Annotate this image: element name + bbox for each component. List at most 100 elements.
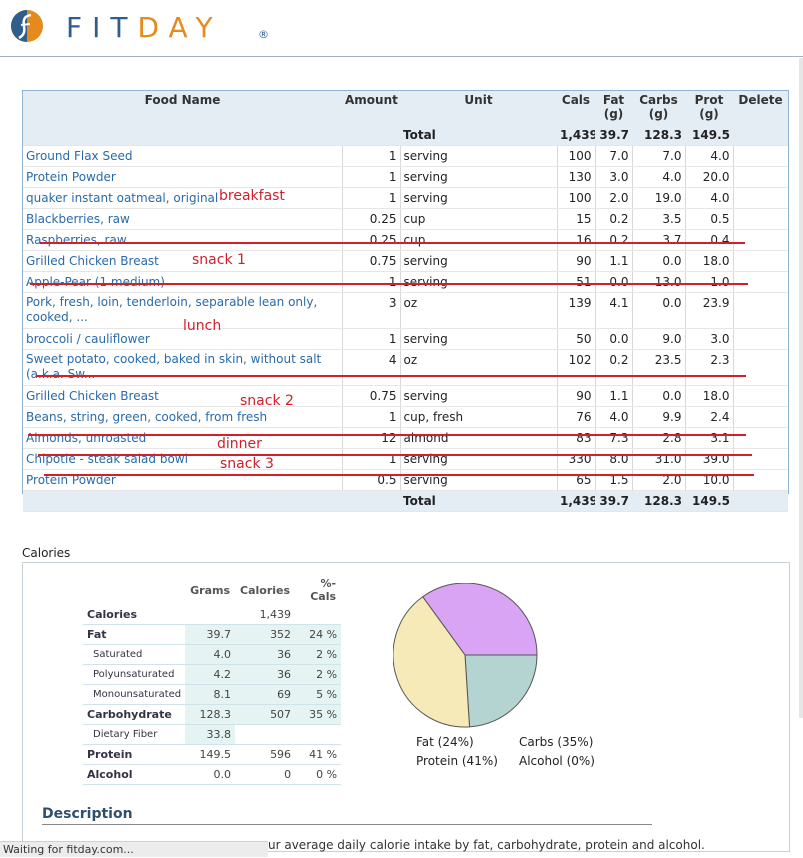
food-cals: 102 — [557, 349, 596, 386]
food-amount[interactable]: 12 — [342, 427, 401, 449]
food-row[interactable]: Beans, string, green, cooked, from fresh… — [23, 406, 788, 428]
food-unit[interactable]: cup — [400, 229, 558, 251]
food-row[interactable]: Grilled Chicken Breast 0.75 serving 90 1.1 0.… — [23, 385, 788, 407]
food-row[interactable]: Ground Flax Seed 1 serving 100 7.0 7.0 4.0 — [23, 145, 788, 167]
food-amount[interactable]: 0.25 — [342, 229, 401, 251]
nutrient-row: Protein 149.5 596 41 % — [83, 744, 342, 765]
delete-cell[interactable] — [733, 271, 788, 293]
nutrient-pct: 2 % — [295, 644, 342, 665]
nutrient-grams: 39.7 — [185, 624, 236, 645]
delete-cell[interactable] — [733, 229, 788, 251]
delete-cell[interactable] — [733, 427, 788, 449]
col-carbs[interactable]: Carbs (g) — [632, 91, 685, 125]
food-row[interactable]: quaker instant oatmeal, original 1 serving… — [23, 187, 788, 209]
food-name-link[interactable]: Protein Powder — [23, 469, 343, 491]
food-name-link[interactable]: Grilled Chicken Breast — [23, 385, 343, 407]
delete-cell[interactable] — [733, 469, 788, 491]
col-cals[interactable]: Cals — [557, 91, 595, 125]
food-carbs: 0.0 — [632, 385, 686, 407]
food-amount[interactable]: 0.75 — [342, 385, 401, 407]
col-cals-label: Cals — [561, 93, 591, 107]
food-name-link[interactable]: Blackberries, raw — [23, 208, 343, 230]
food-row[interactable]: Sweet potato, cooked, baked in skin, wit… — [23, 349, 788, 386]
food-row[interactable]: Pork, fresh, loin, tenderloin, separable… — [23, 292, 788, 329]
food-amount[interactable]: 1 — [342, 406, 401, 428]
food-carbs: 2.8 — [632, 427, 686, 449]
food-unit[interactable]: serving — [400, 145, 558, 167]
delete-cell[interactable] — [733, 328, 788, 350]
food-row[interactable]: Apple-Pear (1 medium) 1 serving 51 0.0 13.0 1.… — [23, 271, 788, 293]
food-amount[interactable]: 3 — [342, 292, 401, 329]
food-name-link[interactable]: Apple-Pear (1 medium) — [23, 271, 343, 293]
col-fat[interactable]: Fat (g) — [595, 91, 632, 125]
food-amount[interactable]: 0.25 — [342, 208, 401, 230]
food-unit[interactable]: serving — [400, 469, 558, 491]
food-row[interactable]: Grilled Chicken Breast 0.75 serving 90 1.1 0.… — [23, 250, 788, 272]
food-unit[interactable]: serving — [400, 271, 558, 293]
food-fat: 0.2 — [595, 208, 633, 230]
food-row[interactable]: Chipotle - steak salad bowl 1 serving 330 8.… — [23, 448, 788, 470]
food-name-link[interactable]: broccoli / cauliflower — [23, 328, 343, 350]
food-unit[interactable]: cup, fresh — [400, 406, 558, 428]
food-unit[interactable]: serving — [400, 328, 558, 350]
food-row[interactable]: Protein Powder 0.5 serving 65 1.5 2.0 10.0 — [23, 469, 788, 491]
col-food-name[interactable]: Food Name — [23, 91, 342, 125]
food-amount[interactable]: 0.75 — [342, 250, 401, 272]
food-prot: 3.0 — [685, 328, 734, 350]
food-amount[interactable]: 0.5 — [342, 469, 401, 491]
delete-cell[interactable] — [733, 349, 788, 386]
food-name-link[interactable]: Beans, string, green, cooked, from fresh — [23, 406, 343, 428]
food-prot: 23.9 — [685, 292, 734, 329]
food-prot: 2.4 — [685, 406, 734, 428]
food-unit[interactable]: cup — [400, 208, 558, 230]
food-name-link[interactable]: Protein Powder — [23, 166, 343, 188]
food-amount[interactable]: 1 — [342, 145, 401, 167]
food-row[interactable]: Raspberries, raw 0.25 cup 16 0.2 3.7 0.4 — [23, 229, 788, 251]
food-unit[interactable]: serving — [400, 187, 558, 209]
food-name-link[interactable]: quaker instant oatmeal, original — [23, 187, 343, 209]
food-name-link[interactable]: Pork, fresh, loin, tenderloin, separable… — [23, 292, 343, 329]
col-carbs-label: Carbs — [639, 93, 678, 107]
delete-cell[interactable] — [733, 145, 788, 167]
divider-line — [30, 283, 748, 285]
delete-cell[interactable] — [733, 208, 788, 230]
food-unit[interactable]: serving — [400, 448, 558, 470]
food-amount[interactable]: 1 — [342, 448, 401, 470]
delete-cell[interactable] — [733, 250, 788, 272]
food-amount[interactable]: 1 — [342, 187, 401, 209]
food-name-link[interactable]: Raspberries, raw — [23, 229, 343, 251]
col-unit[interactable]: Unit — [400, 91, 557, 125]
food-fat: 3.0 — [595, 166, 633, 188]
food-unit[interactable]: almond — [400, 427, 558, 449]
food-amount[interactable]: 1 — [342, 166, 401, 188]
nutrient-pct: 5 % — [295, 684, 342, 705]
food-row[interactable]: broccoli / cauliflower 1 serving 50 0.0 9.0 3.… — [23, 328, 788, 350]
fitday-logo-icon[interactable] — [10, 8, 44, 44]
col-prot[interactable]: Prot (g) — [685, 91, 733, 125]
food-unit[interactable]: serving — [400, 385, 558, 407]
food-row[interactable]: Almonds, unroasted 12 almond 83 7.3 2.8 3.1 — [23, 427, 788, 449]
col-amount[interactable]: Amount — [342, 91, 400, 125]
food-unit[interactable]: oz — [400, 349, 558, 386]
food-row[interactable]: Protein Powder 1 serving 130 3.0 4.0 20.0 — [23, 166, 788, 188]
delete-cell[interactable] — [733, 292, 788, 329]
delete-cell[interactable] — [733, 166, 788, 188]
brand-wordmark[interactable]: FITDAY — [66, 11, 223, 44]
delete-cell[interactable] — [733, 187, 788, 209]
food-amount[interactable]: 4 — [342, 349, 401, 386]
delete-cell[interactable] — [733, 406, 788, 428]
food-unit[interactable]: serving — [400, 166, 558, 188]
food-amount[interactable]: 1 — [342, 328, 401, 350]
food-name-link[interactable]: Ground Flax Seed — [23, 145, 343, 167]
food-name-link[interactable]: Almonds, unroasted — [23, 427, 343, 449]
food-name-link[interactable]: Sweet potato, cooked, baked in skin, wit… — [23, 349, 343, 386]
scrollbar[interactable] — [799, 58, 803, 718]
food-row[interactable]: Blackberries, raw 0.25 cup 15 0.2 3.5 0.5 — [23, 208, 788, 230]
delete-cell[interactable] — [733, 385, 788, 407]
food-name-link[interactable]: Grilled Chicken Breast — [23, 250, 343, 272]
food-amount[interactable]: 1 — [342, 271, 401, 293]
food-unit[interactable]: oz — [400, 292, 558, 329]
food-name-link[interactable]: Chipotle - steak salad bowl — [23, 448, 343, 470]
delete-cell[interactable] — [733, 448, 788, 470]
food-unit[interactable]: serving — [400, 250, 558, 272]
